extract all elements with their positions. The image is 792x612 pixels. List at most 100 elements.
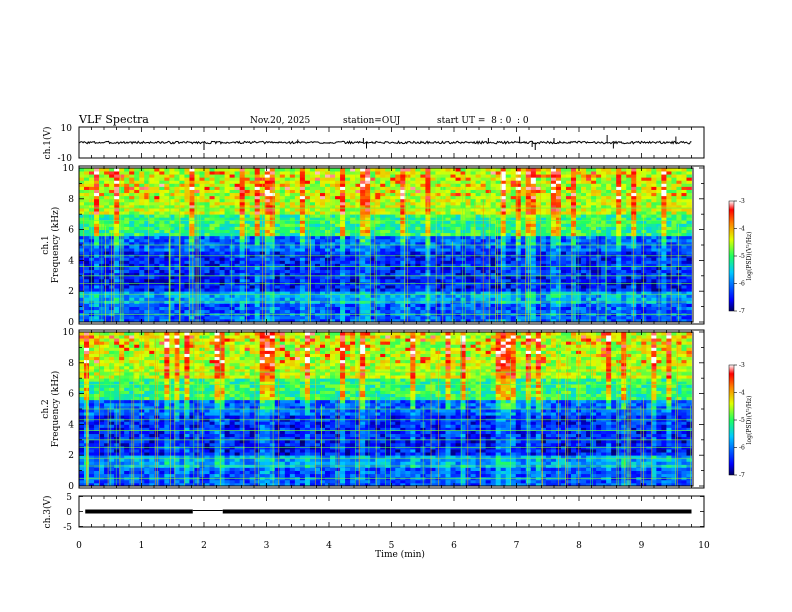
spectrogram-cell [540,306,547,311]
spectrogram-cell [465,241,471,246]
spectrogram-cell [299,238,306,243]
spectrogram-cell [375,195,381,200]
spectrogram-cell [420,180,426,184]
spectrogram-cell [249,195,256,200]
spectrogram-cell [510,217,517,221]
spectrogram-cell [395,272,401,277]
spectrogram-cell [415,229,421,234]
spectrogram-cell [299,257,306,261]
spectrogram-cell [79,220,85,224]
spectrogram-cell [490,303,497,307]
spectrogram-cell [309,211,316,215]
spectrogram-cell [289,275,296,280]
spectrogram-cell [540,223,547,227]
spectrogram-cell [510,186,517,190]
spectrogram-cell [470,217,477,221]
spectrogram-cell [189,275,195,280]
spectrogram-cell [289,260,296,264]
spectrogram-cell [430,211,436,215]
spectrogram-cell [530,318,537,323]
spectrogram-cell [390,183,396,187]
spectrogram-cell [410,318,416,323]
spectrogram-cell [184,201,190,206]
spectrogram-cell [319,241,326,246]
spectrogram-cell [440,251,446,255]
spectrogram-cell [139,204,145,209]
spectrogram-cell [340,195,346,200]
spectrogram-cell [560,263,567,267]
spectrogram-cell [390,241,396,246]
spectrogram-cell [224,201,231,206]
spectrogram-cell [284,192,291,197]
spectrogram-cell [214,303,220,307]
spectrogram-cell [530,297,537,301]
spectrogram-cell [214,294,220,298]
spectrogram-cell [279,248,286,252]
spectrogram-cell [535,189,542,194]
spectrogram-cell [410,168,416,172]
spectrogram-cell [214,245,220,249]
spectrogram-cell [114,168,120,172]
spectrogram-cell [284,257,291,261]
spectrogram-cell [375,201,381,206]
spectrogram-cell [199,208,205,212]
spectrogram-cell [149,315,155,320]
spectrogram-cell [460,183,466,187]
spectrogram-cell [254,291,261,295]
spectrogram-cell [199,229,205,234]
spectrogram-cell [550,192,557,197]
spectrogram-cell [149,278,155,283]
spectrogram-cell [400,303,406,307]
spectrogram-cell [139,217,145,221]
spectrogram-cell [139,186,145,190]
spectrogram-cell [360,306,366,311]
spectrogram-cell [400,315,406,320]
spectrogram-cell [189,288,195,292]
spectrogram-cell [475,272,482,277]
spectrogram-cell [440,171,446,175]
spectrogram-cell [340,174,346,178]
spectrogram-cell [99,183,105,187]
spectrogram-cell [385,251,391,255]
spectrogram-cell [139,294,145,298]
spectrogram-cell [385,226,391,230]
spectrogram-cell [335,192,341,197]
spectrogram-cell [340,223,346,227]
spectrogram-cell [475,245,482,249]
spectrogram-cell [340,315,346,320]
spectrogram-cell [89,214,95,218]
spectrogram-cell [244,211,251,215]
spectrogram-cell [109,211,115,215]
spectrogram-cell [455,229,461,234]
spectrogram-cell [139,201,145,206]
spectrogram-cell [335,272,341,277]
spectrogram-cell [314,288,321,292]
spectrogram-cell [520,315,527,320]
spectrogram-cell [485,303,492,307]
spectrogram-cell [289,226,296,230]
spectrogram-cell [119,183,125,187]
spectrogram-cell [114,275,120,280]
spectrogram-cell [335,303,341,307]
spectrogram-cell [79,214,85,218]
spectrogram-cell [375,294,381,298]
spectrogram-cell [89,315,95,320]
spectrogram-cell [355,177,361,181]
spectrogram-cell [510,229,517,234]
spectrogram-cell [294,288,301,292]
spectrogram-cell [485,269,492,274]
spectrogram-cell [425,168,431,172]
spectrogram-cell [370,285,376,289]
spectrogram-cell [214,291,220,295]
spectrogram-cell [505,232,512,237]
spectrogram-cell [500,238,507,243]
spectrogram-cell [420,201,426,206]
spectrogram-cell [219,257,225,261]
spectrogram-cell [335,220,341,224]
spectrogram-cell [340,263,346,267]
spectrogram-cell [319,195,326,200]
spectrogram-cell [380,275,386,280]
spectrogram-cell [214,198,220,203]
spectrogram-cell [455,291,461,295]
spectrogram-cell [430,208,436,212]
